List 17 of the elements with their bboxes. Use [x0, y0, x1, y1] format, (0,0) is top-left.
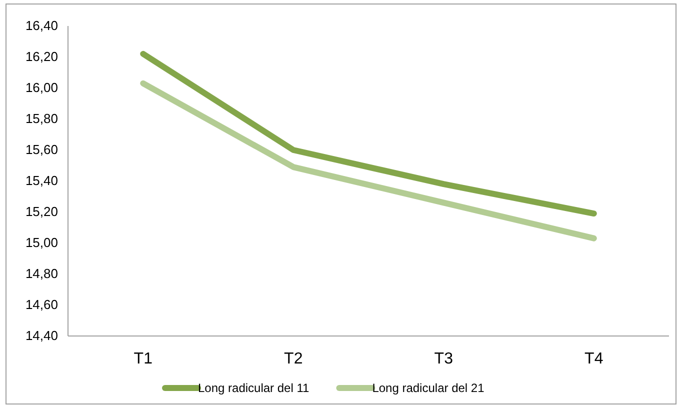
y-tick-label: 16,20: [25, 49, 58, 64]
y-tick-label: 15,60: [25, 142, 58, 158]
x-tick-label: T3: [434, 350, 454, 368]
y-tick-label: 15,00: [25, 235, 58, 250]
legend-label: Long radicular del 21: [372, 381, 485, 395]
x-tick-label: T1: [134, 350, 153, 368]
y-tick-label: 15,20: [25, 204, 58, 220]
y-tick-label: 14,60: [25, 297, 58, 312]
legend-label: Long radicular del 11: [198, 381, 310, 395]
x-tick-label: T2: [284, 350, 303, 368]
y-tick-label: 14,80: [25, 266, 58, 282]
y-tick-label: 16,40: [25, 18, 58, 34]
y-tick-label: 15,40: [25, 173, 58, 188]
x-tick-label: T4: [584, 350, 604, 368]
y-tick-label: 16,00: [25, 80, 58, 96]
y-tick-label: 14,40: [25, 328, 58, 344]
y-tick-label: 15,80: [25, 111, 58, 126]
